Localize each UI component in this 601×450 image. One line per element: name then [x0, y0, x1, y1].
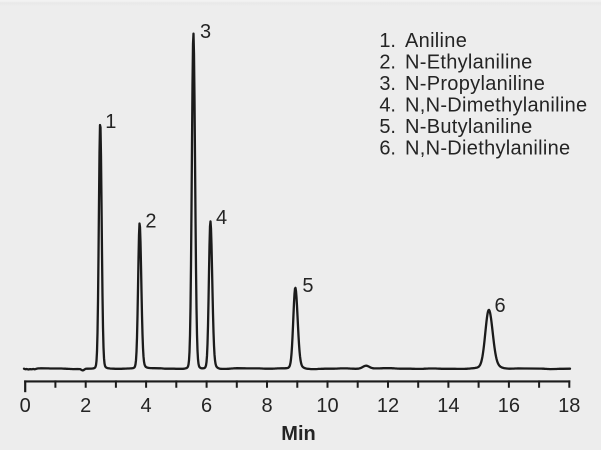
- svg-text:2: 2: [145, 210, 156, 232]
- svg-text:4.: 4.: [379, 95, 396, 117]
- svg-text:4: 4: [141, 395, 152, 417]
- svg-text:2: 2: [80, 395, 91, 417]
- svg-text:12: 12: [377, 395, 399, 417]
- svg-text:N-Propylaniline: N-Propylaniline: [405, 73, 545, 95]
- svg-text:1: 1: [105, 111, 116, 133]
- svg-text:6.: 6.: [379, 138, 396, 160]
- svg-text:1.: 1.: [379, 30, 396, 52]
- svg-text:6: 6: [494, 295, 505, 317]
- svg-text:N,N-Dimethylaniline: N,N-Dimethylaniline: [405, 95, 587, 117]
- svg-text:5: 5: [302, 275, 313, 297]
- svg-text:3: 3: [200, 21, 211, 43]
- svg-text:10: 10: [316, 395, 338, 417]
- svg-text:6: 6: [201, 395, 212, 417]
- svg-text:N,N-Diethylaniline: N,N-Diethylaniline: [405, 138, 570, 160]
- svg-text:14: 14: [437, 395, 459, 417]
- svg-text:0: 0: [20, 395, 31, 417]
- svg-text:Min: Min: [281, 423, 315, 445]
- svg-text:5.: 5.: [379, 116, 396, 138]
- svg-text:N-Ethylaniline: N-Ethylaniline: [405, 52, 533, 74]
- svg-text:3.: 3.: [379, 73, 396, 95]
- svg-text:2.: 2.: [379, 52, 396, 74]
- svg-text:Aniline: Aniline: [405, 30, 467, 52]
- svg-text:8: 8: [261, 395, 272, 417]
- svg-text:N-Butylaniline: N-Butylaniline: [405, 116, 533, 138]
- svg-text:4: 4: [216, 207, 227, 229]
- svg-text:18: 18: [558, 395, 580, 417]
- svg-text:16: 16: [498, 395, 520, 417]
